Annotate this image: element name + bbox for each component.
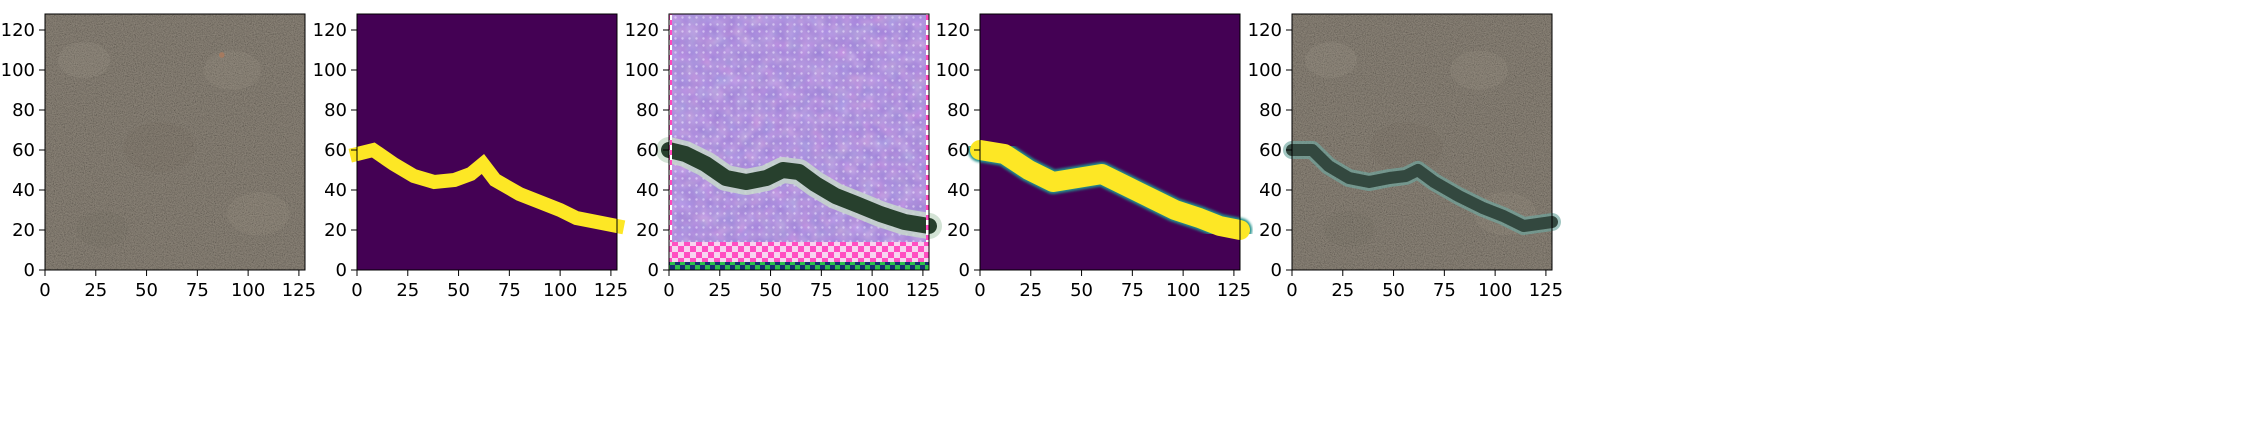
panel-3-right-border	[926, 14, 929, 270]
panel-2-xtick-label-1: 25	[396, 280, 419, 301]
panel-1-shade-2	[122, 122, 196, 173]
panel-1-ytick-label-2: 40	[12, 180, 35, 201]
panel-4-ytick-label-4: 80	[947, 100, 970, 121]
panel-1-xtick-label-0: 0	[39, 280, 50, 301]
panel-1-ytick-label-5: 100	[1, 60, 35, 81]
panel-3-ytick-label-3: 60	[636, 140, 659, 161]
panel-5-xtick-label-2: 50	[1382, 280, 1405, 301]
panel-3-left-border	[669, 14, 672, 270]
panel-4: 0 25 50 75 100 125 0 20 40 60 80 100 120	[936, 13, 1252, 301]
panel-5-xtick-label-1: 25	[1331, 280, 1354, 301]
panel-2-frame	[356, 13, 618, 271]
panel-5-xtick-label-3: 75	[1433, 280, 1456, 301]
panel-2-ytick-label-6: 120	[313, 20, 347, 41]
panel-1-shade-4	[76, 211, 129, 247]
panel-3-ytick-label-1: 20	[636, 220, 659, 241]
panel-4-xtick-label-3: 75	[1121, 280, 1144, 301]
panel-4-ytick-label-0: 0	[959, 260, 970, 281]
panel-1-xtick-label-5: 125	[282, 280, 316, 301]
panel-1-xtick-label-3: 75	[186, 280, 209, 301]
panel-1-speck	[219, 52, 225, 58]
panel-1-xtick-label-1: 25	[84, 280, 107, 301]
panel-5-shade-4	[1323, 211, 1376, 247]
panel-5-xtick-label-5: 125	[1529, 280, 1563, 301]
panel-3-xtick-label-2: 50	[759, 280, 782, 301]
panel-4-ytick-label-2: 40	[947, 180, 970, 201]
panel-5-shade-1	[1450, 50, 1508, 91]
panel-1: 0 25 50 75 100 125 0 20 40 60 80 100 120	[1, 13, 316, 301]
panel-1-ytick-label-0: 0	[24, 260, 35, 281]
panel-2-xtick-label-3: 75	[498, 280, 521, 301]
panel-5-ytick-label-4: 80	[1259, 100, 1282, 121]
panel-5-shade-2	[1370, 122, 1443, 173]
panel-4-ytick-label-6: 120	[936, 20, 970, 41]
panel-3: 0 25 50 75 100 125 0 20 40 60 80 100 120	[625, 13, 942, 301]
panel-5-ytick-label-3: 60	[1259, 140, 1282, 161]
panel-2-xtick-label-2: 50	[447, 280, 470, 301]
panel-5-ytick-label-1: 20	[1259, 220, 1282, 241]
panel-1-xtick-label-4: 100	[231, 280, 265, 301]
panel-2-xtick-label-0: 0	[351, 280, 362, 301]
panel-3-ytick-label-2: 40	[636, 180, 659, 201]
panel-2-ytick-label-4: 80	[324, 100, 347, 121]
panel-4-xtick-label-2: 50	[1070, 280, 1093, 301]
panel-2-crack-mask	[348, 142, 626, 235]
panel-1-ytick-label-4: 80	[12, 100, 35, 121]
panel-4-crack-mask	[970, 140, 1250, 240]
panel-2: 0 25 50 75 100 125 0 20 40 60 80 100 120	[313, 13, 628, 301]
panel-5-ytick-label-6: 120	[1248, 20, 1282, 41]
panel-4-frame	[979, 13, 1241, 271]
panel-2-ytick-label-2: 40	[324, 180, 347, 201]
panel-2-ytick-label-0: 0	[336, 260, 347, 281]
panel-2-xtick-label-4: 100	[543, 280, 577, 301]
panel-4-xtick-label-5: 125	[1217, 280, 1251, 301]
panel-1-ytick-label-6: 120	[1, 20, 35, 41]
panel-4-ytick-label-5: 100	[936, 60, 970, 81]
panel-5-ytick-label-5: 100	[1248, 60, 1282, 81]
panel-5-xtick-label-4: 100	[1478, 280, 1512, 301]
panel-2-ytick-label-1: 20	[324, 220, 347, 241]
panel-3-ytick-label-6: 120	[625, 20, 659, 41]
panel-5-shade-0	[1305, 42, 1357, 78]
panel-3-xtick-label-4: 100	[855, 280, 889, 301]
panel-4-xtick-label-4: 100	[1166, 280, 1200, 301]
panel-5-frame	[1291, 13, 1553, 271]
panel-3-ytick-label-5: 100	[625, 60, 659, 81]
panel-1-xtick-label-2: 50	[135, 280, 158, 301]
panel-2-ytick-label-5: 100	[313, 60, 347, 81]
panel-1-shade-1	[203, 50, 261, 91]
panel-3-bottom-edge	[669, 262, 929, 270]
panel-4-background	[980, 14, 1240, 270]
panel-2-background	[357, 14, 617, 270]
panel-3-frame	[668, 13, 930, 271]
panel-1-shade-0	[58, 42, 110, 78]
panel-1-ytick-label-1: 20	[12, 220, 35, 241]
panel-2-xtick-label-5: 125	[594, 280, 628, 301]
panel-5: 0 25 50 75 100 125 0 20 40 60 80 100 120	[1248, 13, 1563, 301]
panel-1-shade-3	[227, 192, 290, 236]
panel-5-crack	[1286, 144, 1558, 232]
panel-1-texture	[45, 14, 305, 270]
panel-3-ytick-label-0: 0	[648, 260, 659, 281]
panel-5-ytick-label-2: 40	[1259, 180, 1282, 201]
panel-3-dot-grid	[669, 14, 929, 270]
panel-1-ytick-label-3: 60	[12, 140, 35, 161]
panel-3-xtick-label-5: 125	[906, 280, 940, 301]
panel-3-xtick-label-0: 0	[663, 280, 674, 301]
panel-5-xtick-label-0: 0	[1286, 280, 1297, 301]
panel-3-crack	[661, 142, 937, 234]
panel-3-xtick-label-1: 25	[708, 280, 731, 301]
panel-4-xtick-label-0: 0	[974, 280, 985, 301]
panel-5-ytick-label-0: 0	[1271, 260, 1282, 281]
panel-3-bottom-band	[669, 242, 929, 262]
panel-3-xtick-label-3: 75	[810, 280, 833, 301]
panels: 0 25 50 75 100 125 0 20 40 60 80 100 120 0 25 50 75 100 12…	[1, 13, 1563, 301]
panel-1-frame	[44, 13, 306, 271]
panel-3-ytick-label-4: 80	[636, 100, 659, 121]
panel-4-xtick-label-1: 25	[1019, 280, 1042, 301]
panel-4-ytick-label-3: 60	[947, 140, 970, 161]
panel-2-ytick-label-3: 60	[324, 140, 347, 161]
panel-4-ytick-label-1: 20	[947, 220, 970, 241]
